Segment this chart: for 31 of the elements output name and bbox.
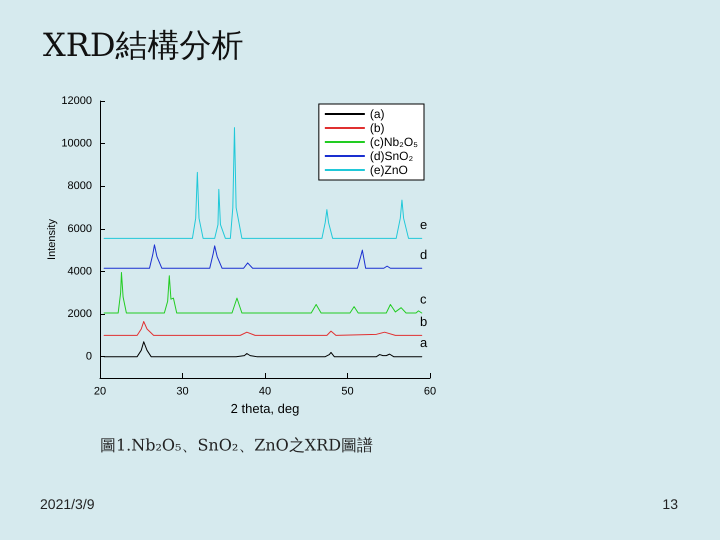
- y-tick-label: 2000: [68, 308, 92, 320]
- legend-label: (d)SnO₂: [370, 149, 414, 163]
- legend-label: (a): [370, 107, 385, 121]
- legend-label: (c)Nb₂O₅: [370, 135, 418, 149]
- caption: 圖1.Nb₂O₅、SnO₂、ZnO之XRD圖譜: [100, 436, 374, 454]
- line-series: [104, 321, 422, 336]
- x-tick-label: 20: [94, 386, 106, 398]
- x-tick-label: 50: [341, 386, 354, 398]
- line-series: [104, 244, 422, 269]
- text: 13: [662, 496, 678, 512]
- text: 2021/3/9: [40, 496, 95, 512]
- y-tick-label: 8000: [68, 180, 92, 192]
- annotation: d: [420, 246, 428, 262]
- x-tick-label: 60: [424, 386, 436, 398]
- annotation: c: [420, 292, 427, 307]
- y-tick-label: 6000: [68, 222, 92, 235]
- annotation: a: [420, 335, 428, 350]
- x-axis-title: 2 theta, deg: [230, 400, 300, 416]
- annotation: e: [420, 216, 428, 232]
- chart-title: XRD結構分析: [43, 26, 244, 64]
- y-tick-label: 4000: [68, 265, 92, 278]
- x-tick-label: 40: [258, 386, 272, 398]
- line-series: [104, 272, 422, 314]
- y-tick-label: 0: [86, 350, 92, 363]
- y-tick-label: 10000: [61, 138, 92, 150]
- annotation: b: [420, 314, 428, 329]
- x-tick-label: 30: [176, 386, 189, 398]
- y-tick-label: 12000: [61, 95, 92, 107]
- legend-label: (e)ZnO: [370, 163, 408, 177]
- y-axis-title: Intensity: [46, 218, 58, 260]
- legend-label: (b): [370, 121, 385, 135]
